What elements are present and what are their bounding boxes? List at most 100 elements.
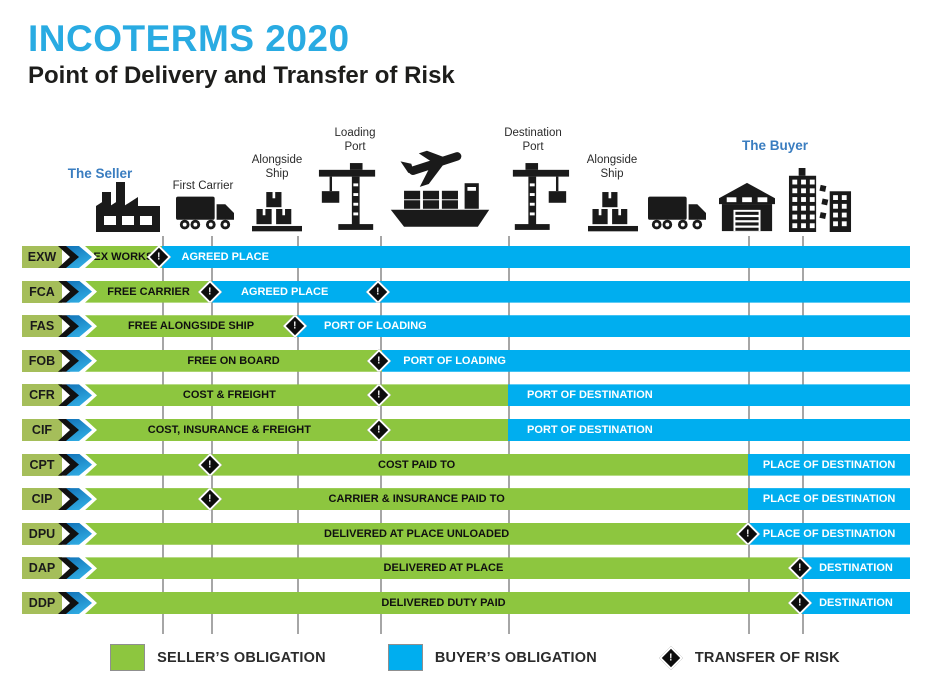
crane-icon bbox=[317, 160, 379, 232]
buyer-obligation-segment bbox=[801, 591, 910, 614]
incoterm-code-badge: DPU bbox=[22, 522, 62, 545]
location-label: Alongside Ship bbox=[586, 154, 638, 181]
boxes-icon bbox=[588, 186, 638, 232]
obligation-bar: COST & FREIGHT PORT OF DESTINATION! bbox=[85, 384, 910, 407]
chevron-right-icon bbox=[66, 280, 92, 303]
incoterm-rows: EXW EX WORKS AGREED PLACE! FCA FREE CARRIER A… bbox=[0, 246, 950, 627]
transfer-of-risk-icon: ! bbox=[658, 645, 683, 670]
chevron-right-icon bbox=[66, 591, 92, 614]
buyer-obligation-label: PORT OF DESTINATION bbox=[527, 423, 653, 436]
incoterm-row-cpt: CPT COST PAID TO PLACE OF DESTINATION! bbox=[0, 453, 950, 476]
seller-obligation-label: DELIVERED AT PLACE bbox=[383, 562, 504, 575]
buyer-obligation-segment bbox=[748, 522, 910, 545]
risk-exclamation: ! bbox=[669, 651, 673, 663]
incoterm-row-cif: CIF COST, INSURANCE & FREIGHT PORT OF DEST… bbox=[0, 418, 950, 441]
buyer-obligation-segment bbox=[748, 453, 910, 476]
actor-label: The Buyer bbox=[741, 138, 809, 153]
obligation-bar: DELIVERED AT PLACE DESTINATION! bbox=[85, 557, 910, 580]
chevron-right-icon bbox=[66, 315, 92, 338]
risk-exclamation: ! bbox=[377, 389, 381, 401]
buyer-obligation-label: AGREED PLACE bbox=[240, 285, 329, 298]
buyer-obligation-segment bbox=[748, 488, 910, 511]
incoterm-code-badge: CFR bbox=[22, 384, 62, 407]
transfer-of-risk-icon: ! bbox=[658, 645, 683, 670]
actor-label: The Seller bbox=[67, 166, 133, 181]
obligation-bar: FREE ALONGSIDE SHIP PORT OF LOADING! bbox=[85, 315, 910, 338]
risk-exclamation: ! bbox=[377, 423, 381, 435]
buyer-obligation-segment bbox=[212, 280, 910, 303]
page-title: INCOTERMS 2020 bbox=[28, 18, 350, 59]
seller-obligation-label: CARRIER & INSURANCE PAID TO bbox=[328, 493, 505, 506]
incoterm-row-ddp: DDP DELIVERED DUTY PAID DESTINATION! bbox=[0, 591, 950, 614]
seller-obligation-segment bbox=[85, 384, 509, 407]
buyer-obligation-segment bbox=[382, 349, 910, 372]
buyer-obligation-label: PORT OF LOADING bbox=[324, 320, 427, 333]
obligation-bar: FREE ON BOARD PORT OF LOADING! bbox=[85, 349, 910, 372]
incoterm-code-badge: FOB bbox=[22, 349, 62, 372]
seller-obligation-segment bbox=[85, 488, 749, 511]
legend-item-green: SELLER’S OBLIGATION bbox=[110, 644, 326, 671]
incoterm-row-cfr: CFR COST & FREIGHT PORT OF DESTINATION! bbox=[0, 384, 950, 407]
legend: SELLER’S OBLIGATION BUYER’S OBLIGATION! TR… bbox=[0, 644, 950, 671]
buyer-obligation-label: AGREED PLACE bbox=[181, 251, 269, 263]
buyer-obligation-label: PLACE OF DESTINATION bbox=[762, 527, 896, 540]
buyer-obligation-segment bbox=[508, 418, 910, 441]
chevron-right-icon bbox=[66, 453, 92, 476]
incoterm-row-fca: FCA FREE CARRIER AGREED PLACE!! bbox=[0, 280, 950, 303]
seller-obligation-segment bbox=[85, 349, 382, 372]
obligation-bar: DELIVERED AT PLACE UNLOADED PLACE OF DEST… bbox=[85, 522, 910, 545]
location-label: First Carrier bbox=[172, 180, 234, 192]
risk-exclamation: ! bbox=[377, 354, 381, 366]
incoterm-row-fob: FOB FREE ON BOARD PORT OF LOADING! bbox=[0, 349, 950, 372]
buyer-obligation-label: PLACE OF DESTINATION bbox=[762, 458, 896, 471]
legend-label: TRANSFER OF RISK bbox=[694, 649, 840, 666]
seller-obligation-segment bbox=[85, 591, 802, 614]
incoterm-row-cip: CIP CARRIER & INSURANCE PAID TO PLACE OF D… bbox=[0, 488, 950, 511]
incoterm-code-badge: DDP bbox=[22, 591, 62, 614]
incoterm-code-badge: DAP bbox=[22, 557, 62, 580]
seller-obligation-label: DELIVERED DUTY PAID bbox=[381, 596, 506, 609]
incoterm-code-badge: CIP bbox=[22, 488, 62, 511]
obligation-bar: FREE CARRIER AGREED PLACE!! bbox=[85, 280, 910, 303]
obligation-bar: EX WORKS AGREED PLACE! bbox=[85, 246, 910, 268]
chevron-right-icon bbox=[66, 522, 92, 545]
location-label: Loading Port bbox=[334, 127, 376, 154]
incoterm-row-fas: FAS FREE ALONGSIDE SHIP PORT OF LOADING! bbox=[0, 315, 950, 338]
seller-obligation-label: FREE ON BOARD bbox=[187, 354, 280, 367]
buyer-obligation-segment bbox=[161, 246, 910, 268]
page-subtitle: Point of Delivery and Transfer of Risk bbox=[28, 62, 455, 89]
buyer-obligation-segment bbox=[297, 315, 910, 338]
chevron-right-icon bbox=[66, 349, 92, 372]
incoterm-code-badge: EXW bbox=[22, 246, 62, 268]
chevron-right-icon bbox=[66, 557, 92, 580]
buyer-obligation-segment bbox=[508, 384, 910, 407]
truck-icon bbox=[648, 194, 706, 232]
buyer-obligation-label: PORT OF DESTINATION bbox=[527, 389, 653, 402]
buyer-obligation-label: DESTINATION bbox=[819, 596, 893, 609]
incoterm-row-exw: EXW EX WORKS AGREED PLACE! bbox=[0, 246, 950, 268]
risk-exclamation: ! bbox=[376, 285, 380, 297]
seller-obligation-label: FREE ALONGSIDE SHIP bbox=[127, 320, 255, 333]
seller-obligation-label: FREE CARRIER bbox=[107, 285, 190, 298]
buyer-obligation-label: DESTINATION bbox=[819, 562, 893, 575]
ship-plane-icon bbox=[387, 142, 493, 232]
buyer-obligation-label: PLACE OF DESTINATION bbox=[762, 493, 896, 506]
seller-obligation-segment bbox=[85, 246, 162, 268]
risk-exclamation: ! bbox=[157, 251, 161, 262]
chevron-right-icon bbox=[66, 384, 92, 407]
truck-icon bbox=[176, 194, 234, 232]
risk-exclamation: ! bbox=[746, 527, 750, 539]
chevron-right-icon bbox=[66, 418, 92, 441]
incoterm-code-badge: FCA bbox=[22, 280, 62, 303]
incoterm-code-badge: CIF bbox=[22, 418, 62, 441]
location-label: Alongside Ship bbox=[251, 154, 303, 181]
risk-exclamation: ! bbox=[798, 596, 802, 608]
location-label: Destination Port bbox=[504, 127, 562, 154]
seller-obligation-segment bbox=[85, 453, 749, 476]
obligation-bar: DELIVERED DUTY PAID DESTINATION! bbox=[85, 591, 910, 614]
legend-item-blue: BUYER’S OBLIGATION bbox=[387, 644, 597, 671]
crane-icon bbox=[509, 160, 571, 232]
seller-obligation-segment bbox=[85, 522, 749, 545]
buyer-obligation-label: PORT OF LOADING bbox=[403, 354, 506, 367]
